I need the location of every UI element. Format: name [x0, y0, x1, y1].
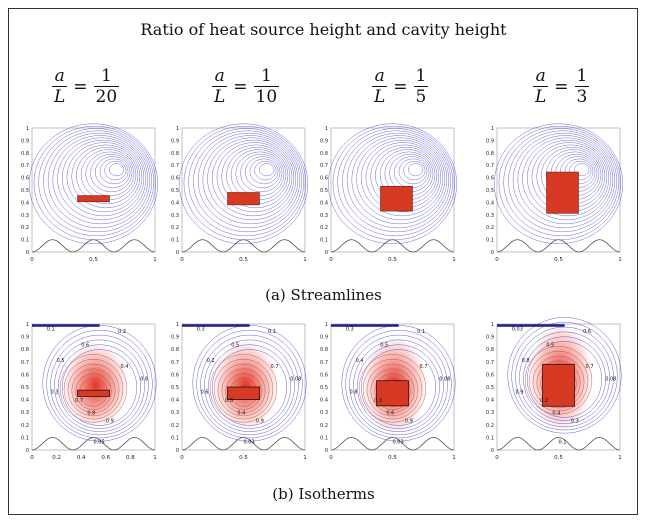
ratio-3: a L = 1 5 [372, 66, 429, 107]
caption-streamlines: (a) Streamlines [265, 286, 382, 304]
ratio-1: a L = 1 20 [52, 66, 120, 107]
figure-title: Ratio of heat source height and cavity h… [140, 20, 507, 39]
ratio-2: a L = 1 10 [212, 66, 280, 107]
caption-isotherms: (b) Isotherms [272, 485, 375, 503]
ratio-4: a L = 1 3 [533, 66, 590, 107]
figure-frame [8, 8, 638, 515]
